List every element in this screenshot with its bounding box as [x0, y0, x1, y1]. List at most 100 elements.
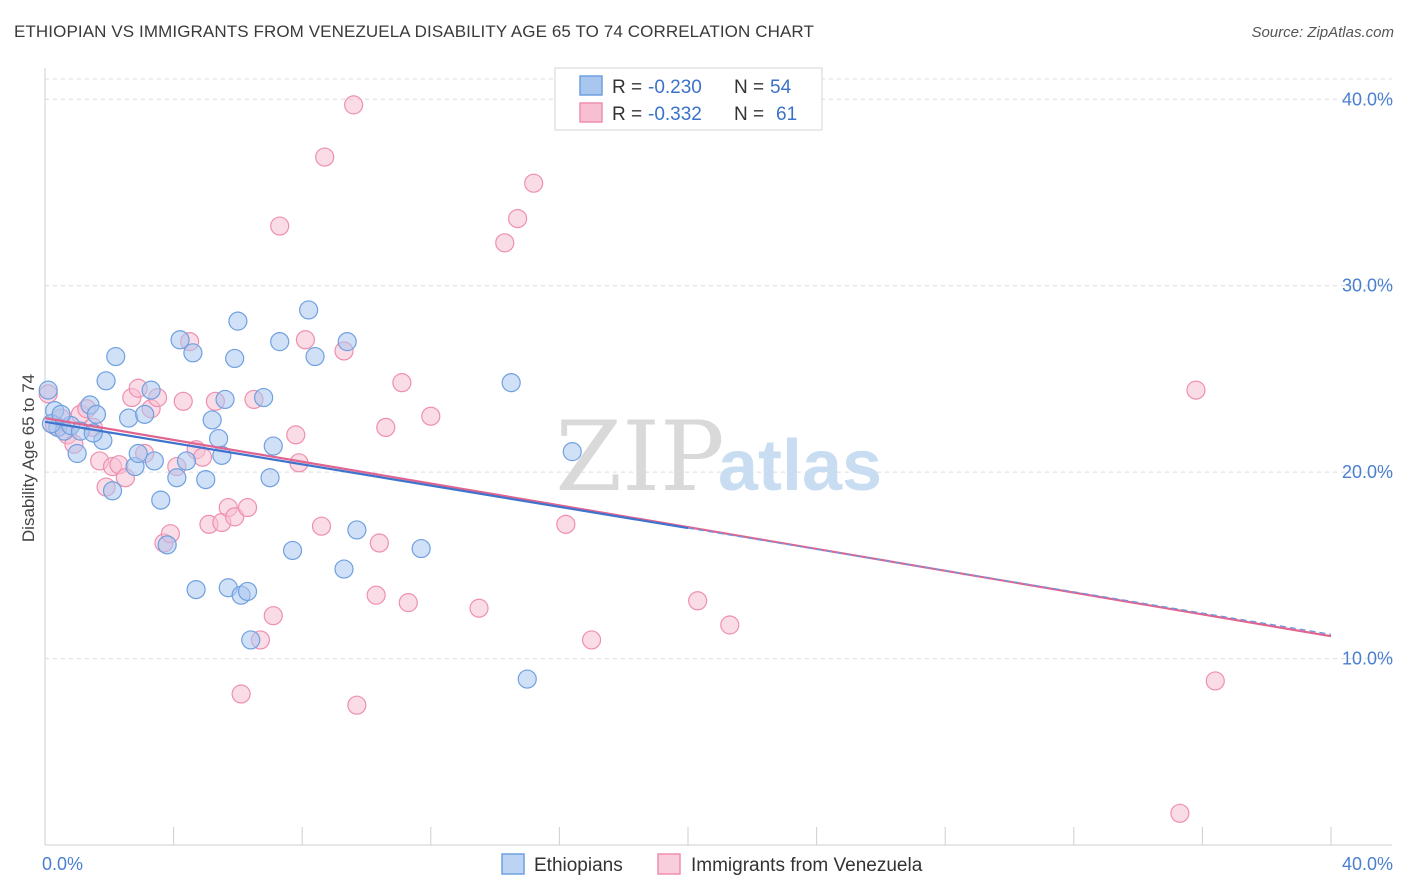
y-tick-label: 40.0% [1342, 89, 1393, 109]
ethiopians-point [209, 428, 229, 449]
legend-n-value-venezuela: 61 [776, 104, 797, 125]
y-tick-label: 10.0% [1342, 649, 1393, 669]
chart-title: ETHIOPIAN VS IMMIGRANTS FROM VENEZUELA D… [14, 22, 814, 41]
ethiopians-point [67, 443, 87, 464]
stats-legend: R = -0.230 N = 54 R = -0.332 N = 61 [554, 67, 823, 131]
legend-r-value-venezuela: -0.332 [648, 104, 702, 125]
venezuela-point [347, 695, 367, 715]
ethiopians-point [128, 443, 148, 464]
venezuela-point [369, 533, 389, 553]
ethiopians-point [282, 540, 303, 561]
venezuela-point [192, 447, 213, 467]
ethiopians-point [501, 373, 521, 393]
ethiopians-point [96, 371, 116, 391]
venezuela-point [421, 406, 441, 426]
bottom-legend-label-ethiopians: Ethiopians [534, 855, 623, 876]
ethiopians-point [202, 410, 222, 430]
ethiopians-point [334, 559, 354, 579]
trend-line-ethiopians-extension [687, 527, 1332, 635]
ethiopians-point [86, 404, 107, 424]
x-tick-label-max: 40.0% [1342, 854, 1393, 874]
y-tick-label: 30.0% [1342, 276, 1393, 296]
y-axis-label: Disability Age 65 to 74 [19, 374, 38, 542]
venezuela-point [581, 630, 602, 650]
grid-lines [45, 78, 1392, 660]
legend-swatch-ethiopians [579, 75, 603, 96]
venezuela-point [524, 173, 544, 193]
bottom-legend-label-venezuela: Immigrants from Venezuela [691, 855, 923, 876]
watermark: ZIP atlas [555, 401, 882, 513]
ethiopians-point [337, 332, 357, 352]
venezuela-point [398, 593, 418, 613]
ethiopians-point [106, 346, 126, 367]
ethiopians-point [118, 408, 139, 428]
ethiopians-point [176, 451, 197, 471]
legend-n-label-ethiopians: N = [734, 77, 764, 98]
venezuela-point [173, 391, 193, 411]
legend-r-value-ethiopians: -0.230 [648, 77, 702, 98]
legend-n-label-venezuela: N = [734, 104, 764, 125]
ethiopians-point [151, 490, 171, 510]
venezuela-point [1205, 671, 1225, 691]
ethiopians-point [186, 579, 206, 600]
venezuela-point [1170, 803, 1190, 823]
axes [44, 68, 1392, 846]
data-points [38, 95, 1225, 823]
tick-labels: 10.0% 20.0% 30.0% 40.0% 0.0% 40.0% [42, 89, 1393, 874]
trend-lines [44, 416, 1332, 638]
ethiopians-point [299, 300, 319, 320]
legend-n-value-ethiopians: 54 [770, 77, 792, 98]
ethiopians-point [263, 436, 283, 456]
ethiopians-point [237, 581, 258, 602]
venezuela-point [1186, 380, 1206, 400]
ethiopians-point [102, 481, 123, 501]
series-legend: Ethiopians Immigrants from Venezuela [501, 853, 923, 876]
ethiopians-point [157, 535, 177, 555]
ethiopians-point [411, 538, 431, 559]
venezuela-point [495, 233, 515, 253]
venezuela-point [688, 591, 708, 611]
y-tick-label: 20.0% [1342, 462, 1393, 482]
ethiopians-point [225, 348, 245, 369]
venezuela-point [556, 514, 576, 534]
ethiopians-point [305, 346, 325, 367]
venezuela-point [315, 147, 335, 167]
legend-swatch-venezuela [579, 102, 603, 123]
venezuela-point [295, 330, 316, 350]
watermark-zip: ZIP [555, 401, 724, 513]
ethiopians-point [562, 442, 582, 462]
venezuela-point [508, 209, 528, 229]
ethiopians-point [38, 380, 58, 400]
ethiopians-point [254, 387, 274, 408]
venezuela-point [376, 417, 396, 437]
venezuela-point [392, 373, 412, 393]
venezuela-point [720, 615, 740, 635]
venezuela-point [231, 684, 251, 704]
watermark-atlas: atlas [718, 426, 882, 506]
venezuela-point [311, 516, 332, 536]
ethiopians-point [215, 389, 235, 410]
venezuela-point [225, 507, 245, 527]
venezuela-point [286, 425, 306, 445]
ethiopians-point [228, 311, 248, 331]
bottom-legend-swatch-venezuela [657, 853, 681, 875]
ethiopians-point [170, 330, 190, 350]
bottom-legend-swatch-ethiopians [501, 853, 525, 875]
ethiopians-point [167, 468, 187, 488]
venezuela-point [237, 497, 258, 518]
ethiopians-point [270, 332, 290, 352]
ethiopians-point [241, 630, 261, 650]
venezuela-point [263, 606, 283, 626]
legend-r-label-ethiopians: R = [612, 77, 642, 98]
source-label: Source: ZipAtlas.com [1251, 24, 1394, 41]
ethiopians-point [260, 468, 280, 488]
ethiopians-point [517, 669, 537, 689]
ethiopians-point [135, 404, 155, 424]
ethiopians-point [141, 380, 161, 400]
ethiopians-point [183, 343, 203, 363]
ethiopians-point [196, 470, 216, 490]
legend-r-label-venezuela: R = [612, 104, 642, 125]
ethiopians-point [347, 520, 367, 540]
ethiopians-point [144, 451, 164, 471]
